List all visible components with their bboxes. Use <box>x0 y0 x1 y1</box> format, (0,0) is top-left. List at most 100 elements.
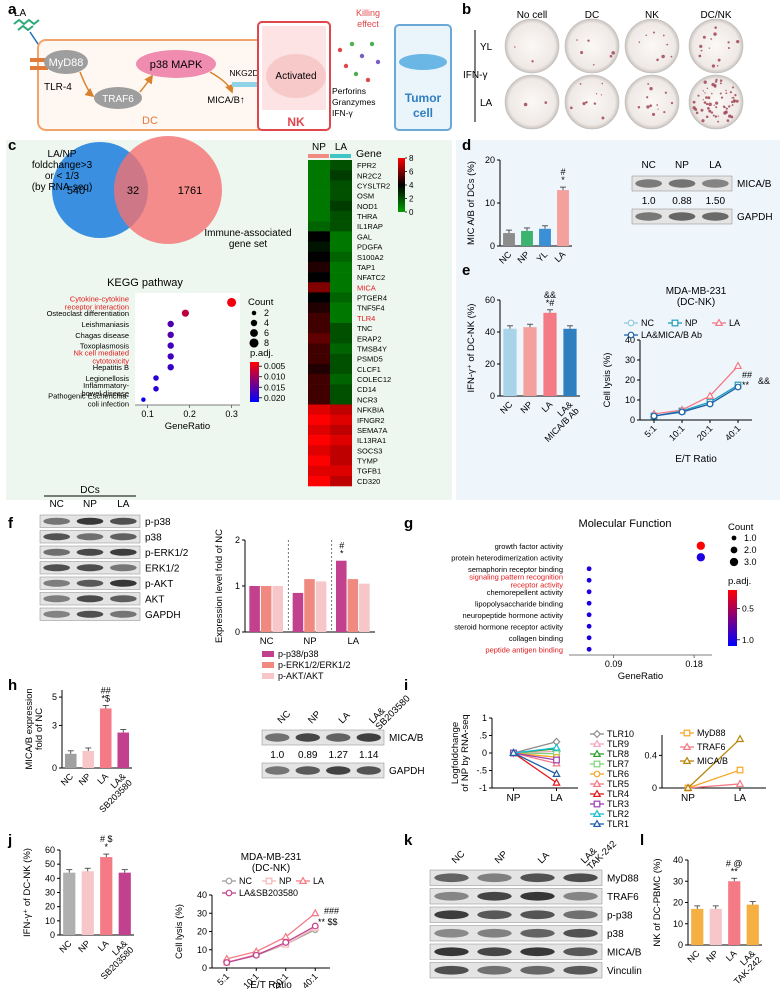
spot <box>695 111 699 115</box>
y-tick-label: 10 <box>45 916 55 926</box>
tumor-box <box>394 24 452 131</box>
legend-marker <box>592 819 602 827</box>
nkg2d-bar <box>232 82 262 87</box>
x-tick-label: NP <box>507 793 521 804</box>
heat-cell <box>330 445 352 456</box>
row-label: GAPDH <box>145 610 181 621</box>
blot-band <box>43 564 70 572</box>
legend-swatch <box>262 651 274 657</box>
blot-band <box>76 533 104 541</box>
panel-letter: k <box>404 832 413 849</box>
significance: && <box>544 290 556 300</box>
spot <box>703 80 707 84</box>
blot-band <box>43 548 70 556</box>
blot-band <box>265 733 290 742</box>
spot <box>716 64 719 67</box>
arrow <box>79 71 95 98</box>
granule <box>365 77 371 83</box>
spot <box>708 102 712 107</box>
label: DC <box>142 115 158 127</box>
significance: * <box>340 549 344 559</box>
dot <box>586 577 592 583</box>
spot <box>710 92 713 95</box>
spot <box>595 93 598 95</box>
spot <box>704 92 706 94</box>
spot <box>735 99 739 103</box>
spot <box>717 58 721 62</box>
spot <box>714 115 718 118</box>
spot <box>702 35 706 39</box>
series-line <box>226 912 316 960</box>
chart-title: (DC-NK) <box>677 297 715 308</box>
blot-band <box>563 910 598 920</box>
blot-band <box>76 517 104 525</box>
legend-marker <box>225 877 233 885</box>
spot <box>570 106 573 110</box>
significance: *$ <box>101 693 110 703</box>
legend-label: NP <box>279 876 292 886</box>
legend-label: TLR5 <box>607 779 629 789</box>
spot <box>728 105 731 108</box>
marker <box>252 951 260 959</box>
legend-label: TLR2 <box>607 809 629 819</box>
y-axis-label: of NP by RNA-seq <box>460 714 471 791</box>
arrow <box>139 74 153 93</box>
heat-cell <box>308 455 330 466</box>
spot <box>609 54 613 58</box>
legend-label: LA&SB203580 <box>239 888 298 898</box>
row-label: ERK1/2 <box>145 563 180 574</box>
blot-band <box>326 766 351 775</box>
bar <box>304 579 315 632</box>
bar <box>523 327 537 396</box>
granule <box>375 59 381 65</box>
gene-label: THRA <box>357 212 377 221</box>
x-tick-label: 0.18 <box>685 659 703 669</box>
blot-band <box>563 928 598 938</box>
y-tick-label: 50 <box>45 859 55 869</box>
blot-band <box>477 965 512 975</box>
series-line <box>653 365 739 415</box>
legend-title: Count <box>248 297 274 308</box>
label: gene set <box>229 239 268 250</box>
blot-strip <box>429 962 603 979</box>
lane-label: LA <box>709 160 722 171</box>
heat-cell <box>330 261 352 273</box>
spot <box>652 31 655 34</box>
blot-band <box>635 212 663 221</box>
legend-label: 3.0 <box>744 557 757 567</box>
heat-cell <box>308 363 330 375</box>
spot <box>724 106 726 109</box>
heat-cell <box>308 231 330 242</box>
y-tick-label: .5 <box>479 731 487 741</box>
dot <box>586 566 592 572</box>
label: LA <box>14 8 27 19</box>
colorbar-label: 0.5 <box>742 604 754 614</box>
spot <box>601 116 605 120</box>
marker <box>735 734 745 743</box>
granule <box>353 71 359 77</box>
bar <box>359 583 370 632</box>
blot-band <box>520 873 555 883</box>
legend-marker <box>592 779 602 787</box>
spot <box>592 63 595 66</box>
spot <box>698 54 702 58</box>
legend-title: Count <box>728 522 754 533</box>
y-tick-label: 20 <box>625 375 635 385</box>
y-tick-label: 0 <box>652 783 657 793</box>
well <box>624 74 680 130</box>
chart-title: (DC-NK) <box>252 863 290 874</box>
plot-area <box>569 536 712 655</box>
y-tick-label: -1 <box>479 783 487 793</box>
heat-cell <box>308 445 330 456</box>
well <box>504 74 560 130</box>
heat-cell <box>330 282 352 293</box>
blot-band <box>563 947 598 957</box>
legend-label: LA <box>729 318 740 328</box>
spot <box>544 101 548 104</box>
blot-strip <box>429 869 603 886</box>
heat-cell <box>308 333 330 344</box>
spot <box>711 82 715 87</box>
x-tick-label: NP <box>303 636 316 647</box>
row-label: GAPDH <box>389 766 425 777</box>
spot <box>712 114 715 117</box>
